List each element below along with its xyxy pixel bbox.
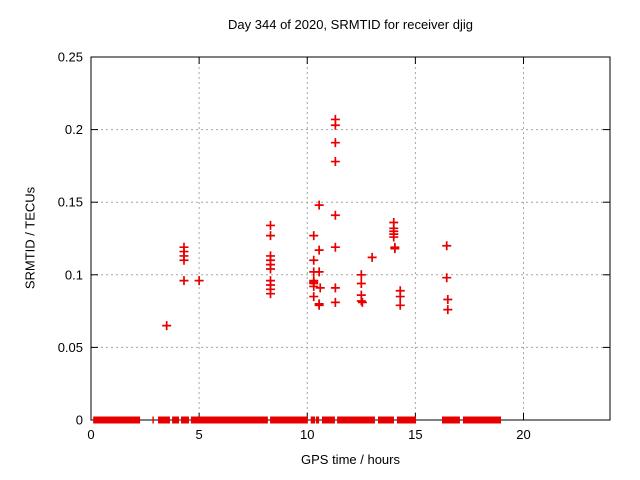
chart-title: Day 344 of 2020, SRMTID for receiver dji…	[228, 17, 473, 32]
data-point-marker	[356, 270, 366, 280]
data-point-marker	[315, 283, 325, 293]
y-tick-label: 0.1	[65, 267, 83, 282]
zero-value-band-segment	[270, 416, 308, 424]
x-tick-label: 5	[196, 427, 203, 442]
data-point-marker	[357, 297, 367, 307]
data-point-marker	[330, 138, 340, 148]
zero-value-band-segment	[462, 416, 502, 424]
data-point-marker	[443, 294, 453, 304]
x-tick-label: 15	[408, 427, 422, 442]
data-point-marker	[314, 245, 324, 255]
y-tick-label: 0.2	[65, 122, 83, 137]
y-tick-label: 0.05	[58, 340, 83, 355]
zero-value-band-segment	[152, 416, 154, 424]
zero-value-band-segment	[190, 416, 268, 424]
x-axis-label: GPS time / hours	[301, 452, 400, 467]
zero-value-band-segment	[337, 416, 375, 424]
data-point-marker	[330, 157, 340, 167]
data-point-marker	[330, 210, 340, 220]
data-point-marker	[309, 281, 319, 291]
data-point-marker	[395, 292, 405, 302]
y-tick-label: 0.25	[58, 50, 83, 65]
data-point-marker	[442, 273, 452, 283]
data-point-marker	[194, 276, 204, 286]
data-point-marker	[356, 296, 366, 306]
data-point-marker	[309, 255, 319, 265]
x-tick-label: 0	[87, 427, 94, 442]
x-tick-label: 20	[516, 427, 530, 442]
zero-value-band-segment	[315, 416, 320, 424]
data-point-marker	[330, 120, 340, 130]
data-point-marker	[390, 244, 400, 254]
data-point-marker	[265, 264, 275, 274]
data-point-marker	[309, 231, 319, 241]
data-point-marker	[179, 276, 189, 286]
data-point-marker	[265, 231, 275, 241]
data-point-marker	[389, 232, 399, 242]
zero-value-band-segment	[441, 416, 460, 424]
zero-value-band-segment	[180, 416, 189, 424]
data-point-marker	[330, 242, 340, 252]
zero-value-band-segment	[172, 416, 180, 424]
data-point-marker	[330, 297, 340, 307]
zero-value-band-segment	[321, 416, 335, 424]
data-point-marker	[442, 241, 452, 251]
y-tick-label: 0.15	[58, 195, 83, 210]
data-point-marker	[314, 200, 324, 210]
data-point-marker	[443, 305, 453, 315]
data-point-marker	[162, 321, 172, 331]
zero-value-band-segment	[93, 416, 141, 424]
y-tick-label: 0	[76, 413, 83, 428]
data-point-marker	[179, 255, 189, 265]
data-point-marker	[265, 289, 275, 299]
zero-value-band-segment	[158, 416, 170, 424]
zero-value-band-segment	[396, 416, 417, 424]
data-point-marker	[367, 252, 377, 262]
data-point-marker	[330, 283, 340, 293]
zero-value-band-segment	[310, 416, 316, 424]
plot-frame	[90, 56, 611, 421]
zero-value-band-segment	[377, 416, 394, 424]
data-point-marker	[314, 267, 324, 277]
x-tick-label: 10	[300, 427, 314, 442]
data-point-marker	[395, 300, 405, 310]
data-point-marker	[309, 292, 319, 302]
data-point-marker	[314, 300, 324, 310]
data-point-marker	[265, 220, 275, 230]
data-point-marker	[356, 279, 366, 289]
